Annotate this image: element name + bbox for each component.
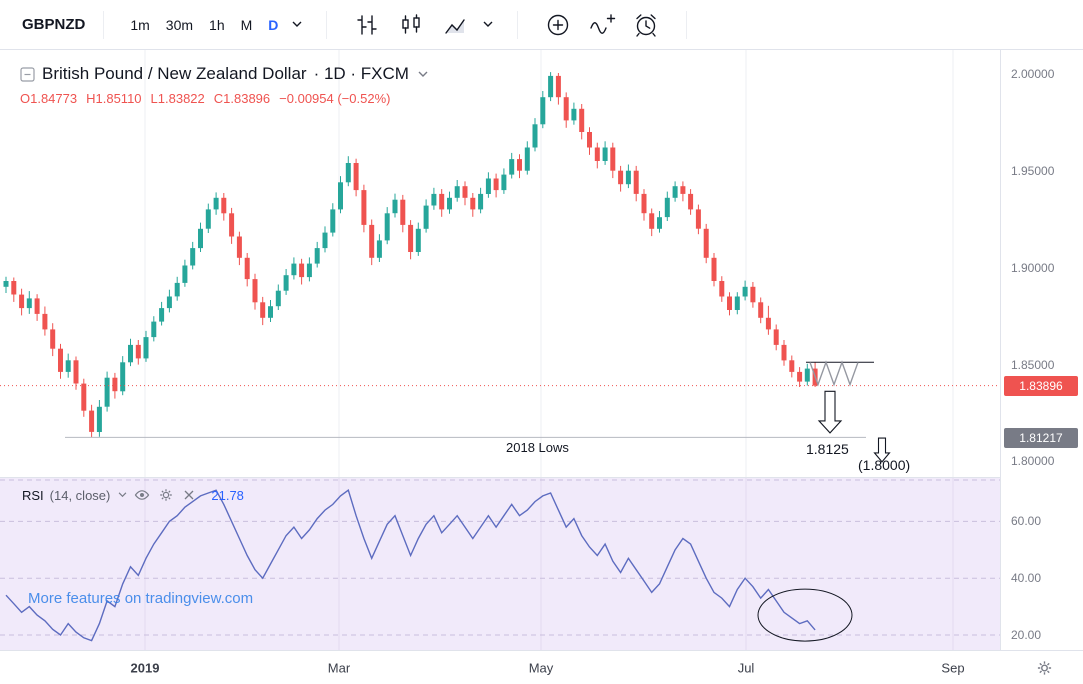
toolbar-separator xyxy=(517,10,519,39)
interval-menu-chevron-icon[interactable] xyxy=(286,17,308,32)
rsi-tick: 40.00 xyxy=(1011,571,1042,585)
ohlc-low: L1.83822 xyxy=(150,91,205,106)
rsi-legend: RSI (14, close) 21.78 xyxy=(22,487,244,503)
chart-content: British Pound / New Zealand Dollar · 1D … xyxy=(0,50,1083,650)
price-tick: 1.95000 xyxy=(1011,164,1055,178)
price-pane[interactable]: British Pound / New Zealand Dollar · 1D … xyxy=(0,50,1000,477)
time-axis[interactable]: 2019 Mar May Jul Sep xyxy=(0,650,1083,684)
ohlc-change: −0.00954 (−0.52%) xyxy=(279,91,391,106)
indicators-wave-icon[interactable] xyxy=(583,6,621,44)
price-chart-canvas[interactable] xyxy=(0,50,1000,477)
price-tick: 1.80000 xyxy=(1011,454,1055,468)
last-price-tag: 1.83896 xyxy=(1004,376,1078,396)
alert-clock-icon[interactable] xyxy=(627,6,665,44)
tradingview-watermark-link[interactable]: More features on tradingview.com xyxy=(28,590,254,607)
interval-group: 1m 30m 1h M D xyxy=(122,11,308,39)
rsi-indicator-params: (14, close) xyxy=(49,487,111,503)
top-toolbar: GBPNZD 1m 30m 1h M D xyxy=(0,0,1083,50)
area-chart-style-icon[interactable] xyxy=(436,6,474,44)
bars-chart-type-icon[interactable] xyxy=(348,6,386,44)
ohlc-open: O1.84773 xyxy=(20,91,78,106)
style-menu-chevron-icon[interactable] xyxy=(477,17,499,32)
legend-chevron-icon[interactable] xyxy=(418,71,428,78)
legend-collapse-icon[interactable] xyxy=(20,66,35,82)
rsi-tick: 20.00 xyxy=(1011,628,1042,642)
rsi-settings-gear-icon[interactable] xyxy=(158,487,174,503)
rsi-pane[interactable]: RSI (14, close) 21.78 xyxy=(0,477,1000,650)
interval-M-button[interactable]: M xyxy=(233,11,261,39)
ohlc-row: O1.84773 H1.85110 L1.83822 C1.83896 −0.0… xyxy=(20,91,428,106)
interval-30m-button[interactable]: 30m xyxy=(158,11,201,39)
time-label-may: May xyxy=(528,660,554,675)
annotation-2018-lows: 2018 Lows xyxy=(506,440,569,455)
rsi-indicator-name[interactable]: RSI xyxy=(22,487,44,503)
rsi-chevron-icon[interactable] xyxy=(118,492,127,498)
time-label-mar: Mar xyxy=(327,660,351,675)
time-axis-settings-gear-icon[interactable] xyxy=(1036,659,1053,676)
ohlc-close: C1.83896 xyxy=(213,91,271,106)
interval-1m-button[interactable]: 1m xyxy=(122,11,157,39)
rsi-hide-eye-icon[interactable] xyxy=(134,487,150,503)
chart-title[interactable]: British Pound / New Zealand Dollar xyxy=(42,64,307,83)
price-tick: 2.00000 xyxy=(1011,67,1055,81)
chart-panes: British Pound / New Zealand Dollar · 1D … xyxy=(0,50,1000,650)
chart-legend: British Pound / New Zealand Dollar · 1D … xyxy=(20,64,428,106)
time-label-jul: Jul xyxy=(737,660,755,675)
time-label-2019: 2019 xyxy=(130,660,160,675)
interval-D-button[interactable]: D xyxy=(260,11,286,39)
rsi-chart-canvas[interactable] xyxy=(0,478,1000,650)
compare-plus-icon[interactable] xyxy=(539,6,577,44)
toolbar-separator xyxy=(103,10,105,39)
toolbar-separator xyxy=(686,10,688,39)
toolbar-separator xyxy=(326,10,328,39)
price-tick: 1.85000 xyxy=(1011,358,1055,372)
symbol-name[interactable]: GBPNZD xyxy=(22,16,86,33)
time-label-sep: Sep xyxy=(941,660,965,675)
interval-1h-button[interactable]: 1h xyxy=(201,11,233,39)
rsi-current-value: 21.78 xyxy=(211,487,244,503)
rsi-tick: 60.00 xyxy=(1011,514,1042,528)
price-tick: 1.90000 xyxy=(1011,261,1055,275)
annotation-target-18125: 1.8125 xyxy=(806,441,849,457)
chart-title-meta: · 1D · FXCM xyxy=(313,64,409,83)
rsi-remove-x-icon[interactable] xyxy=(182,488,196,502)
lows-level-tag: 1.81217 xyxy=(1004,428,1078,448)
candles-chart-type-icon[interactable] xyxy=(392,6,430,44)
annotation-target-18000: (1.8000) xyxy=(858,457,911,473)
ohlc-high: H1.85110 xyxy=(86,91,142,106)
price-axis[interactable]: 2.00000 1.95000 1.90000 1.85000 1.80000 … xyxy=(1000,50,1083,650)
